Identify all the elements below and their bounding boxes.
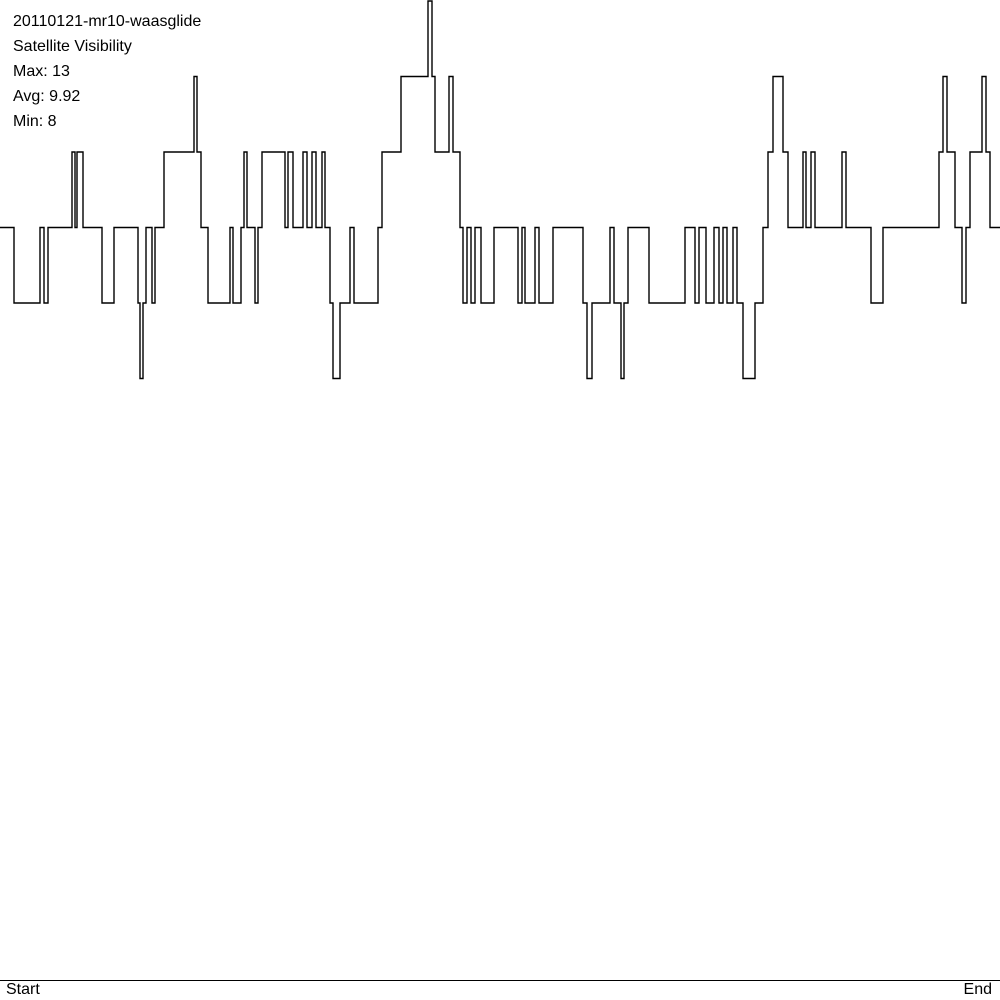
chart-info-block: 20110121-mr10-waasglide Satellite Visibi… xyxy=(13,9,201,134)
min-stat-label: Min: 8 xyxy=(13,113,57,130)
x-axis-start-label: Start xyxy=(6,981,40,998)
avg-stat-label: Avg: 9.92 xyxy=(13,88,81,105)
satellite-count-series-0 xyxy=(0,0,1000,380)
series-layer xyxy=(0,0,1000,380)
max-stat-label: Max: 13 xyxy=(13,63,70,80)
chart-title: Satellite Visibility xyxy=(13,38,132,55)
x-axis-end-label: End xyxy=(963,981,992,998)
file-name-label: 20110121-mr10-waasglide xyxy=(13,13,202,30)
